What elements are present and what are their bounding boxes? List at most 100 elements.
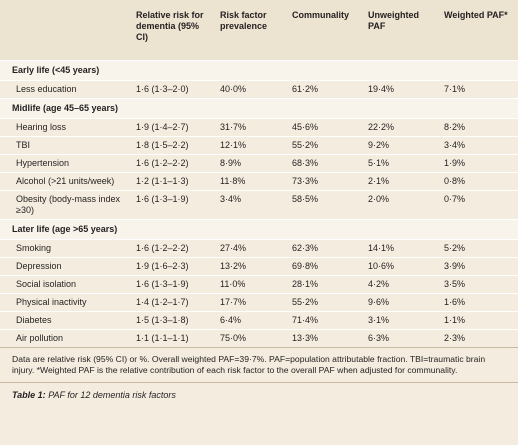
data-row: Smoking 1·6 (1·2–2·2) 27·4% 62·3% 14·1% 5·2% <box>0 239 518 258</box>
cell: 58·5% <box>284 190 360 220</box>
data-row: Depression 1·9 (1·6–2·3) 13·2% 69·8% 10·6% 3·… <box>0 257 518 276</box>
cell: 3·9% <box>436 257 518 276</box>
cell: 1·6 (1·3–1·9) <box>128 275 212 294</box>
cell: 2·0% <box>360 190 436 220</box>
cell: 28·1% <box>284 275 360 294</box>
cell: 14·1% <box>360 239 436 258</box>
cell: 1·6 (1·2–2·2) <box>128 154 212 173</box>
cell: 1·9 (1·4–2·7) <box>128 118 212 137</box>
cell: 31·7% <box>212 118 284 137</box>
caption-text: PAF for 12 dementia risk factors <box>48 390 176 400</box>
cell: 73·3% <box>284 172 360 191</box>
cell: 6·3% <box>360 329 436 347</box>
cell: 1·4 (1·2–1·7) <box>128 293 212 312</box>
section-row: Early life (<45 years) <box>0 60 518 81</box>
cell: 3·4% <box>436 136 518 155</box>
data-row: Social isolation 1·6 (1·3–1·9) 11·0% 28·1% 4… <box>0 275 518 294</box>
cell: 1·9% <box>436 154 518 173</box>
header-cell: Relative risk for dementia (95% CI) <box>128 0 212 61</box>
header-cell: Risk factor prevalence <box>212 0 284 61</box>
cell: 27·4% <box>212 239 284 258</box>
cell: 1·6 (1·3–2·0) <box>128 80 212 99</box>
cell: 6·4% <box>212 311 284 330</box>
cell: 1·9 (1·6–2·3) <box>128 257 212 276</box>
cell: 17·7% <box>212 293 284 312</box>
cell: 69·8% <box>284 257 360 276</box>
data-row: Hypertension 1·6 (1·2–2·2) 8·9% 68·3% 5·1% 1·… <box>0 154 518 173</box>
row-label: Physical inactivity <box>0 293 128 312</box>
header-cell <box>0 0 128 61</box>
cell: 1·1 (1·1–1·1) <box>128 329 212 347</box>
row-label: TBI <box>0 136 128 155</box>
cell: 1·8 (1·5–2·2) <box>128 136 212 155</box>
cell: 12·1% <box>212 136 284 155</box>
section-title: Early life (<45 years) <box>0 60 518 81</box>
cell: 45·6% <box>284 118 360 137</box>
cell: 1·5 (1·3–1·8) <box>128 311 212 330</box>
cell: 61·2% <box>284 80 360 99</box>
cell: 3·5% <box>436 275 518 294</box>
header-cell: Weighted PAF* <box>436 0 518 61</box>
cell: 75·0% <box>212 329 284 347</box>
data-row: Air pollution 1·1 (1·1–1·1) 75·0% 13·3% 6·3%… <box>0 329 518 347</box>
cell: 13·3% <box>284 329 360 347</box>
cell: 11·8% <box>212 172 284 191</box>
row-label: Depression <box>0 257 128 276</box>
footnote: Data are relative risk (95% CI) or %. Ov… <box>0 347 518 382</box>
data-row: Hearing loss 1·9 (1·4–2·7) 31·7% 45·6% 22·2%… <box>0 118 518 137</box>
row-label: Hearing loss <box>0 118 128 137</box>
row-label: Alcohol (>21 units/week) <box>0 172 128 191</box>
table: Relative risk for dementia (95% CI) Risk … <box>0 0 518 347</box>
section-title: Midlife (age 45–65 years) <box>0 98 518 119</box>
caption: Table 1: PAF for 12 dementia risk factor… <box>0 382 518 407</box>
cell: 10·6% <box>360 257 436 276</box>
cell: 5·2% <box>436 239 518 258</box>
data-row: Less education 1·6 (1·3–2·0) 40·0% 61·2% 19·… <box>0 80 518 99</box>
cell: 40·0% <box>212 80 284 99</box>
header-row: Relative risk for dementia (95% CI) Risk … <box>0 0 518 61</box>
cell: 7·1% <box>436 80 518 99</box>
row-label: Hypertension <box>0 154 128 173</box>
cell: 1·6 (1·3–1·9) <box>128 190 212 220</box>
cell: 8·2% <box>436 118 518 137</box>
cell: 2·1% <box>360 172 436 191</box>
section-row: Later life (age >65 years) <box>0 219 518 240</box>
cell: 3·1% <box>360 311 436 330</box>
cell: 11·0% <box>212 275 284 294</box>
data-row: Physical inactivity 1·4 (1·2–1·7) 17·7% 55·… <box>0 293 518 312</box>
data-row: TBI 1·8 (1·5–2·2) 12·1% 55·2% 9·2% 3·4% <box>0 136 518 155</box>
table-body: Early life (<45 years) Less education 1·6 … <box>0 60 518 347</box>
section-row: Midlife (age 45–65 years) <box>0 98 518 119</box>
cell: 9·2% <box>360 136 436 155</box>
cell: 71·4% <box>284 311 360 330</box>
cell: 5·1% <box>360 154 436 173</box>
cell: 8·9% <box>212 154 284 173</box>
data-row: Obesity (body-mass index ≥30) 1·6 (1·3–1·… <box>0 190 518 220</box>
cell: 4·2% <box>360 275 436 294</box>
cell: 1·2 (1·1–1·3) <box>128 172 212 191</box>
row-label: Social isolation <box>0 275 128 294</box>
row-label: Smoking <box>0 239 128 258</box>
cell: 1·6% <box>436 293 518 312</box>
cell: 19·4% <box>360 80 436 99</box>
data-row: Alcohol (>21 units/week) 1·2 (1·1–1·3) 11·… <box>0 172 518 191</box>
header-cell: Unweighted PAF <box>360 0 436 61</box>
cell: 3·4% <box>212 190 284 220</box>
section-title: Later life (age >65 years) <box>0 219 518 240</box>
row-label: Less education <box>0 80 128 99</box>
cell: 9·6% <box>360 293 436 312</box>
header-cell: Communality <box>284 0 360 61</box>
row-label: Obesity (body-mass index ≥30) <box>0 190 128 220</box>
cell: 55·2% <box>284 136 360 155</box>
cell: 13·2% <box>212 257 284 276</box>
row-label: Air pollution <box>0 329 128 347</box>
cell: 22·2% <box>360 118 436 137</box>
caption-label: Table 1: <box>12 390 46 400</box>
cell: 1·1% <box>436 311 518 330</box>
cell: 68·3% <box>284 154 360 173</box>
cell: 0·7% <box>436 190 518 220</box>
cell: 62·3% <box>284 239 360 258</box>
row-label: Diabetes <box>0 311 128 330</box>
cell: 1·6 (1·2–2·2) <box>128 239 212 258</box>
